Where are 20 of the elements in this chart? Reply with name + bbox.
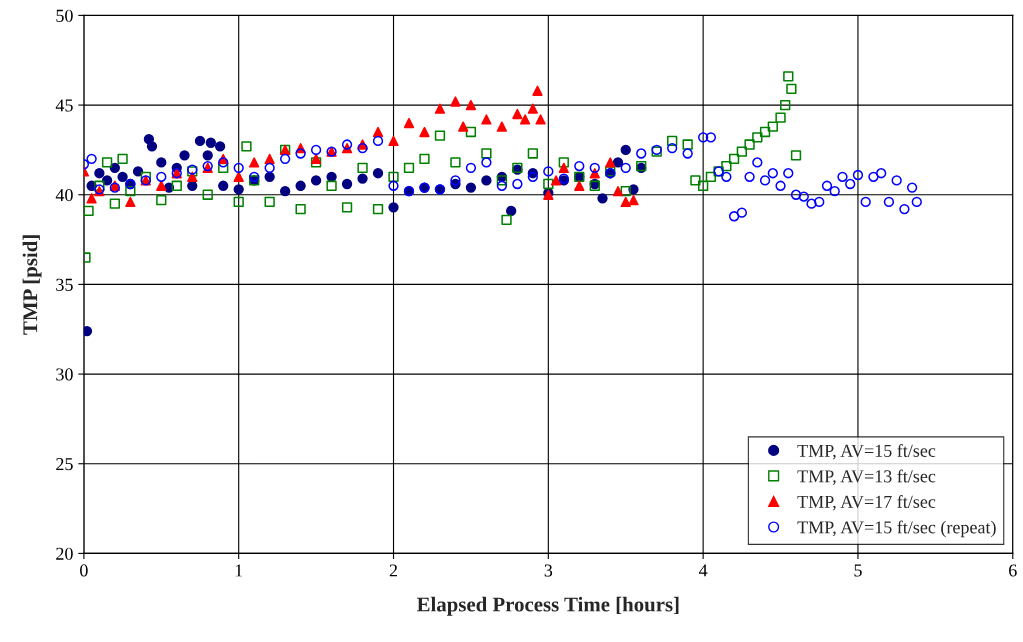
y-tick-label: 50	[56, 9, 73, 22]
y-tick-label: 45	[55, 99, 73, 112]
x-tick-label: 0	[80, 564, 88, 577]
y-tick-label: 20	[56, 547, 73, 560]
x-tick-label: 6	[1009, 564, 1017, 577]
y-tick-label: 25	[56, 458, 73, 471]
legend-label: TMP, AV=17 ft/sec	[797, 495, 936, 511]
x-tick-label: 5	[854, 564, 862, 577]
legend-label: TMP, AV=15 ft/sec (repeat)	[797, 520, 996, 538]
y-tick-label: 40	[55, 189, 73, 202]
legend-label: TMP, AV=15 ft/sec	[797, 443, 936, 460]
y-tick-label: 30	[56, 368, 73, 381]
y-axis-title: TMP [psid]	[22, 235, 42, 335]
x-tick-label: 1	[235, 564, 243, 577]
x-tick-label: 4	[698, 564, 708, 577]
y-tick-label: 35	[56, 278, 73, 291]
x-tick-label: 3	[544, 564, 553, 577]
legend-label: TMP, AV=13 ft/sec	[797, 469, 936, 485]
x-tick-label: 2	[389, 564, 398, 577]
x-axis-title: Elapsed Process Time [hours]	[417, 596, 679, 616]
